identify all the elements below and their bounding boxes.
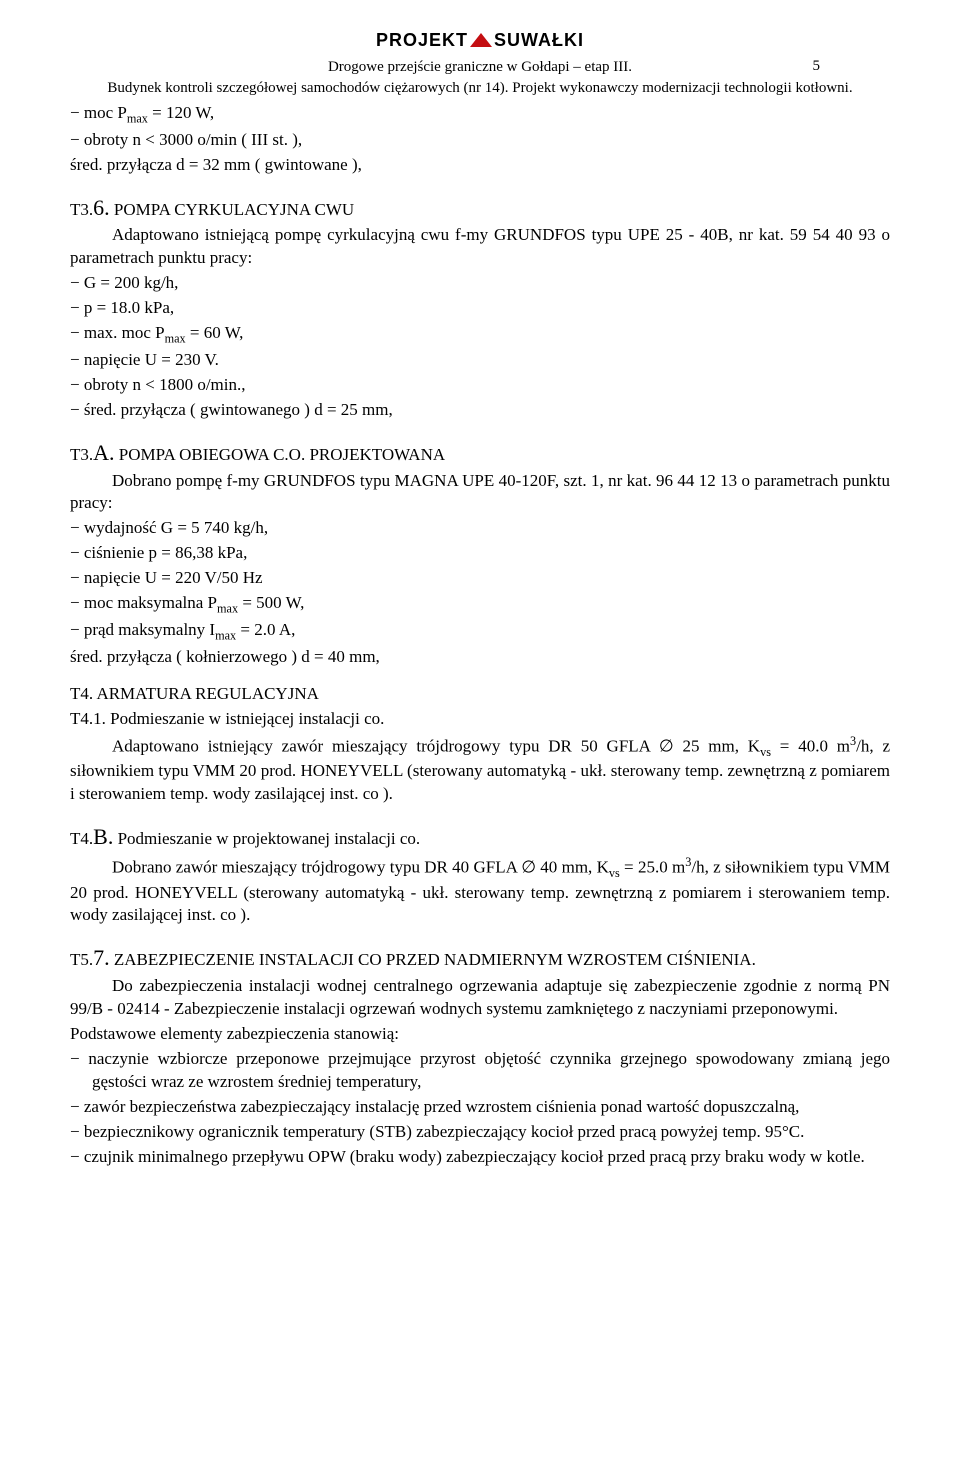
t4-1-heading: T4.1. Podmieszanie w istniejącej instala… <box>70 708 890 731</box>
t5-7-heading: T5.7. ZABEZPIECZENIE INSTALACJI CO PRZED… <box>70 943 890 973</box>
t5-7-bullet: naczynie wzbiorcze przeponowe przejmując… <box>70 1048 890 1094</box>
t3-a-bullet: wydajność G = 5 740 kg/h, <box>70 517 890 540</box>
t5-7-bullet: czujnik minimalnego przepływu OPW (braku… <box>70 1146 890 1169</box>
header-line2: Budynek kontroli szczegółowej samochodów… <box>70 78 890 98</box>
sec0-line: śred. przyłącza d = 32 mm ( gwintowane )… <box>70 154 890 177</box>
t3-a-heading: T3.A. POMPA OBIEGOWA C.O. PROJEKTOWANA <box>70 438 890 468</box>
header-line1: Drogowe przejście graniczne w Gołdapi – … <box>70 57 890 77</box>
t3-6-bullet: napięcie U = 230 V. <box>70 349 890 372</box>
t5-7-bullet: zawór bezpieczeństwa zabezpieczający ins… <box>70 1096 890 1119</box>
t3-6-bullet: p = 18.0 kPa, <box>70 297 890 320</box>
t3-a-bullet: prąd maksymalny Imax = 2.0 A, <box>70 619 890 644</box>
t3-6-bullet: śred. przyłącza ( gwintowanego ) d = 25 … <box>70 399 890 422</box>
t3-a-intro: Dobrano pompę f-my GRUNDFOS typu MAGNA U… <box>70 470 890 516</box>
page-number: 5 <box>813 56 821 76</box>
t4-b-body: Dobrano zawór mieszający trójdrogowy typ… <box>70 854 890 927</box>
t3-6-intro: Adaptowano istniejącą pompę cyrkulacyjną… <box>70 224 890 270</box>
t3-a-line: śred. przyłącza ( kołnierzowego ) d = 40… <box>70 646 890 669</box>
brand-header: PROJEKT SUWAŁKI <box>70 28 890 53</box>
t3-6-heading: T3.6. POMPA CYRKULACYJNA CWU <box>70 193 890 223</box>
sec0-bullet: moc Pmax = 120 W, <box>70 102 890 127</box>
t5-7-p1: Do zabezpieczenia instalacji wodnej cent… <box>70 975 890 1021</box>
t4-1-body: Adaptowano istniejący zawór mieszający t… <box>70 733 890 806</box>
t4-heading: T4. ARMATURA REGULACYJNA <box>70 683 890 706</box>
t4-b-heading: T4.B. Podmieszanie w projektowanej insta… <box>70 822 890 852</box>
t3-6-bullet: max. moc Pmax = 60 W, <box>70 322 890 347</box>
brand-suwalki: SUWAŁKI <box>494 30 584 50</box>
t3-a-bullet: napięcie U = 220 V/50 Hz <box>70 567 890 590</box>
t3-a-bullet: moc maksymalna Pmax = 500 W, <box>70 592 890 617</box>
t3-6-bullet: G = 200 kg/h, <box>70 272 890 295</box>
brand-logo-icon <box>470 29 492 53</box>
t5-7-p2: Podstawowe elementy zabezpieczenia stano… <box>70 1023 890 1046</box>
sec0-bullet: obroty n < 3000 o/min ( III st. ), <box>70 129 890 152</box>
t5-7-bullet: bezpiecznikowy ogranicznik temperatury (… <box>70 1121 890 1144</box>
t3-a-bullet: ciśnienie p = 86,38 kPa, <box>70 542 890 565</box>
t3-6-bullet: obroty n < 1800 o/min., <box>70 374 890 397</box>
brand-projekt: PROJEKT <box>376 30 468 50</box>
